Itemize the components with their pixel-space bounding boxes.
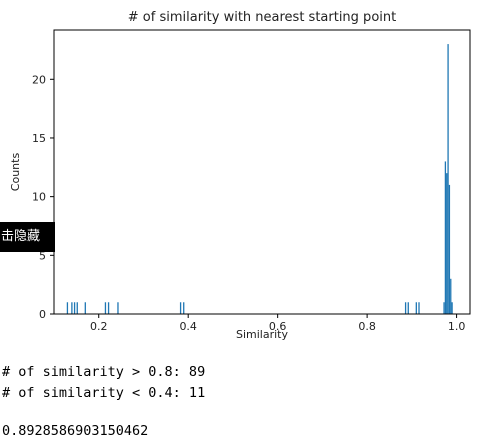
- histogram-bar: [418, 302, 420, 314]
- plot-area-frame: [53, 29, 471, 315]
- x-tick-label: 1.0: [448, 320, 466, 333]
- histogram-bar: [407, 302, 409, 314]
- output-similarity-below: # of similarity < 0.4: 11: [2, 385, 206, 401]
- histogram-bar: [448, 184, 451, 314]
- histogram-bar: [76, 302, 78, 314]
- y-tick-label: 15: [32, 132, 46, 145]
- histogram-bar: [447, 44, 449, 314]
- histogram-bar: [451, 302, 453, 314]
- x-tick-label: 0.4: [179, 320, 197, 333]
- y-tick-label: 0: [39, 308, 46, 321]
- histogram-bar: [104, 302, 107, 314]
- histogram-bar: [179, 302, 182, 314]
- x-tick-label: 0.6: [269, 320, 287, 333]
- y-tick-label: 10: [32, 191, 46, 204]
- histogram-bar: [183, 302, 185, 314]
- histogram-bar: [444, 161, 447, 314]
- histogram-bar: [117, 302, 119, 314]
- output-ratio-result: 0.8928586903150462: [2, 423, 149, 439]
- y-axis-ticks: 0 5 10 15 20: [32, 73, 54, 321]
- histogram-bar: [84, 302, 86, 314]
- histogram-bar: [107, 302, 110, 314]
- histogram-bar: [415, 302, 417, 314]
- y-tick-label: 20: [32, 73, 46, 86]
- chart-title: # of similarity with nearest starting po…: [128, 10, 396, 25]
- histogram-bar: [73, 302, 76, 314]
- histogram-bar: [71, 302, 73, 314]
- histogram-bar: [443, 302, 445, 314]
- x-axis-label: Similarity: [236, 328, 288, 341]
- x-axis-ticks: 0.2 0.4 0.6 0.8 1.0: [90, 314, 465, 333]
- histogram-bar: [404, 302, 407, 314]
- y-tick-label: 5: [39, 249, 46, 262]
- bars-layer: [66, 44, 453, 314]
- output-similarity-above: # of similarity > 0.8: 89: [2, 364, 206, 380]
- histogram-bar: [66, 302, 69, 314]
- x-tick-label: 0.2: [90, 320, 108, 333]
- y-axis-label: Counts: [9, 153, 22, 192]
- hide-output-button[interactable]: 击隐藏: [0, 222, 55, 252]
- x-tick-label: 0.8: [358, 320, 376, 333]
- histogram-bar: [446, 173, 448, 314]
- histogram-chart: # of similarity with nearest starting po…: [9, 10, 471, 341]
- histogram-bar: [450, 278, 452, 314]
